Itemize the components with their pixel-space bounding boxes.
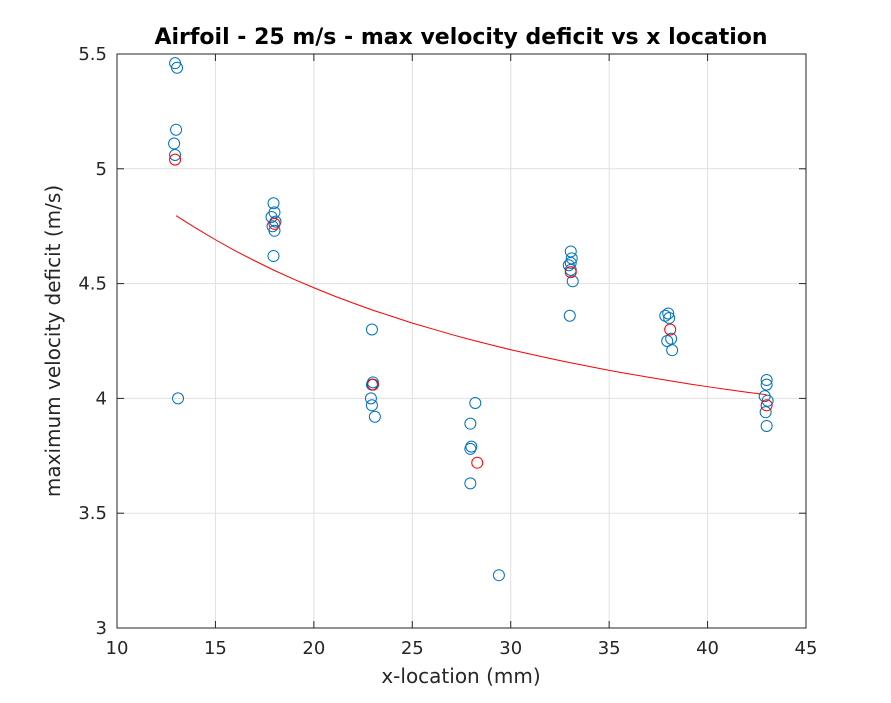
mean-point xyxy=(268,217,281,230)
sample-point xyxy=(172,392,185,405)
x-tick-label: 25 xyxy=(401,638,424,659)
marker-layer xyxy=(168,57,774,582)
mean-point xyxy=(664,323,677,336)
sample-point xyxy=(267,197,280,210)
sample-point xyxy=(368,410,381,423)
mean-point xyxy=(760,399,773,412)
mean-point xyxy=(471,456,484,469)
sample-point xyxy=(265,211,278,224)
sample-point xyxy=(365,399,378,412)
sample-point xyxy=(171,61,184,74)
fit-layer xyxy=(175,215,767,396)
sample-point xyxy=(760,374,773,387)
axes-box xyxy=(116,53,807,629)
sample-point xyxy=(169,149,182,162)
sample-point xyxy=(268,224,281,237)
sample-point xyxy=(364,392,377,405)
sample-point xyxy=(492,569,505,582)
x-tick-label: 10 xyxy=(106,638,129,659)
sample-point xyxy=(759,406,772,419)
sample-point xyxy=(469,396,482,409)
y-axis-label: maximum velocity deficit (m/s) xyxy=(41,185,65,497)
mean-point xyxy=(564,266,577,279)
mean-point xyxy=(169,153,182,166)
sample-point xyxy=(464,442,477,455)
sample-point xyxy=(666,344,679,357)
sample-point xyxy=(464,417,477,430)
sample-point xyxy=(170,123,183,136)
y-tick-label: 4 xyxy=(96,388,107,409)
sample-point xyxy=(267,250,280,263)
x-tick-label: 15 xyxy=(204,638,227,659)
sample-point xyxy=(464,477,477,490)
fit-curve xyxy=(175,215,767,396)
y-tick-label: 5 xyxy=(96,159,107,180)
x-tick-label: 20 xyxy=(302,638,325,659)
sample-point xyxy=(365,323,378,336)
y-tick-label: 3 xyxy=(96,618,107,639)
x-tick-label: 40 xyxy=(696,638,719,659)
sample-point xyxy=(760,419,773,432)
x-tick-label: 45 xyxy=(795,638,818,659)
sample-point xyxy=(760,378,773,391)
sample-point xyxy=(564,256,577,269)
sample-point xyxy=(662,307,675,320)
y-tick-label: 3.5 xyxy=(78,503,107,524)
sample-point xyxy=(761,394,774,407)
sample-point xyxy=(563,309,576,322)
mean-point xyxy=(366,378,379,391)
y-tick-label: 4.5 xyxy=(78,274,107,295)
x-tick-label: 35 xyxy=(598,638,621,659)
axes-layer xyxy=(116,53,807,629)
y-tick-label: 5.5 xyxy=(78,44,107,65)
sample-point xyxy=(663,312,676,325)
x-tick-label: 30 xyxy=(499,638,522,659)
chart-title: Airfoil - 25 m/s - max velocity deficit … xyxy=(154,25,767,50)
sample-point xyxy=(168,137,181,150)
x-axis-label: x-location (mm) xyxy=(381,664,540,688)
sample-point xyxy=(566,275,579,288)
sample-point xyxy=(661,335,674,347)
tick-layer: 10 15 20 25 30 35 40 45 3 3.5 4 4.5 5 5.5 xyxy=(78,44,817,659)
sample-point xyxy=(565,252,578,265)
